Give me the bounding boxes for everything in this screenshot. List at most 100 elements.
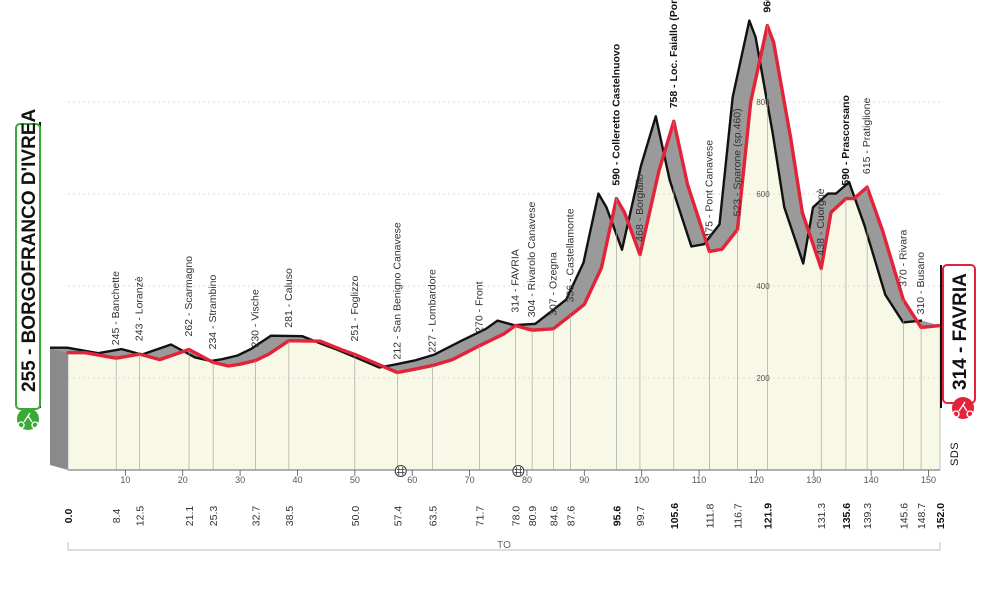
km-marker-label: 8.4 (111, 509, 123, 524)
distance-tick-label: 10 (120, 475, 130, 485)
railway-crossing-icon (512, 465, 525, 477)
waypoint-label: 304 - Rivarolo Canavese (526, 201, 538, 317)
km-marker-label: 38.5 (284, 506, 296, 527)
km-marker-label: 111.8 (704, 503, 716, 528)
altitude-tick-label: 600 (756, 190, 770, 199)
km-marker-label: 0.0 (63, 509, 75, 524)
profile-side-face (50, 347, 68, 470)
profile-back-outline (50, 19, 923, 369)
km-marker-label: 12.5 (135, 506, 147, 527)
km-marker-label: 105.6 (669, 503, 681, 529)
distance-tick-label: 30 (235, 475, 245, 485)
distance-tick-label: 60 (407, 475, 417, 485)
km-marker-label: 25.3 (208, 506, 220, 527)
distance-tick-label: 90 (579, 475, 589, 485)
waypoint-label: 438 - Cuorgnè (815, 188, 827, 255)
waypoint-label: 243 - Loranzè (134, 276, 146, 341)
km-marker-label: 135.6 (841, 503, 853, 529)
profile-shadow-layer (50, 19, 940, 373)
waypoint-label: 758 - Loc. Faiallo (Pont Canavese) (668, 0, 680, 108)
bracket-label: TO (497, 540, 511, 551)
start-marker: 255 - BORGOFRANCO D'IVREA (15, 109, 41, 430)
start-label: 255 - BORGOFRANCO D'IVREA (19, 109, 40, 392)
waypoint-label: 468 - Borgiallo (634, 174, 646, 242)
distance-tick-label: 80 (522, 475, 532, 485)
km-marker-label: 21.1 (184, 506, 196, 527)
distance-tick-label: 40 (292, 475, 302, 485)
km-marker-label: 139.3 (862, 503, 874, 529)
distance-tick-label: 110 (692, 475, 706, 485)
km-marker-label: 148.7 (916, 503, 928, 529)
waypoint-label: 615 - Pratiglione (861, 97, 873, 174)
distance-tick-label: 120 (749, 475, 764, 485)
start-cyclist-icon (17, 408, 39, 430)
waypoint-label: 523 - Sparone (sp.460) (732, 108, 744, 216)
km-marker-label: 95.6 (611, 506, 623, 527)
waypoint-label: 230 - Vische (250, 289, 262, 347)
waypoint-label: 475 - Pont Canavese (703, 140, 715, 239)
km-marker-label: 84.6 (548, 506, 560, 527)
sds-logo: SDS (949, 442, 961, 466)
waypoint-label: 212 - San Benigno Canavese (391, 222, 403, 359)
profile-fill (68, 25, 940, 470)
waypoint-label: 314 - FAVRIA (510, 249, 522, 312)
altitude-tick-label: 400 (756, 282, 770, 291)
altitude-tick-label: 800 (756, 98, 770, 107)
waypoint-labels: 245 - Banchette 243 - Loranzè 262 - Scarma… (110, 0, 927, 360)
km-marker-label: 121.9 (762, 503, 774, 529)
waypoint-label: 590 - Prascorsano (840, 95, 852, 185)
km-marker-labels: 0.0 8.4 12.5 21.1 25.3 32.7 38.5 50.0 57.4 63.5 71… (63, 503, 947, 529)
km-marker-label: 63.5 (427, 506, 439, 527)
waypoint-label: 336 - Castellamonte (565, 208, 577, 302)
waypoint-label: 281 - Caluso (283, 268, 295, 328)
waypoint-label: 227 - Lombardore (426, 269, 438, 353)
km-marker-label: 99.7 (635, 506, 647, 527)
km-marker-label: 116.7 (733, 503, 745, 529)
distance-tick-label: 20 (178, 475, 188, 485)
waypoint-label: 245 - Banchette (110, 271, 122, 345)
railway-track-glyph (396, 467, 405, 475)
waypoint-label: 310 - Busano (915, 252, 927, 315)
km-marker-label: 145.6 (898, 503, 910, 529)
km-marker-label: 32.7 (251, 506, 263, 527)
km-marker-label: 131.3 (816, 503, 828, 529)
elevation-line (66, 23, 942, 375)
km-marker-label: 87.6 (566, 506, 578, 527)
waypoint-label: 234 - Strambino (207, 275, 219, 350)
railway-crossings (394, 465, 525, 477)
finish-marker: 314 - FAVRIA (940, 264, 976, 419)
waypoint-guides (67, 25, 941, 470)
finish-bike-glyph (952, 401, 974, 418)
finish-label: 314 - FAVRIA (950, 273, 971, 390)
km-marker-label: 57.4 (392, 506, 404, 527)
km-marker-label: 71.7 (474, 506, 486, 527)
start-bike-glyph (17, 412, 39, 429)
finish-cyclist-icon (952, 397, 974, 419)
waypoint-label: 251 - Foglizzo (349, 275, 361, 341)
railway-track-glyph (514, 467, 523, 475)
distance-ticks: 10 20 30 40 50 60 70 80 90 100 110 120 130 140 150 (120, 470, 936, 485)
km-marker-label: 152.0 (935, 503, 947, 529)
railway-crossing-icon (394, 465, 407, 477)
km-marker-label: 50.0 (350, 506, 362, 527)
km-marker-label: 78.0 (511, 506, 523, 527)
distance-tick-label: 130 (806, 475, 821, 485)
waypoint-label: 590 - Colleretto Castelnuovo (610, 44, 622, 186)
distance-tick-label: 70 (465, 475, 475, 485)
distance-bracket: TO (67, 540, 941, 551)
waypoint-label: 966 - Alpette (761, 0, 773, 13)
waypoint-label: 307 - Ozegna (547, 252, 559, 316)
altitude-tick-labels: 200 400 600 800 (756, 98, 770, 383)
waypoint-label: 270 - Front (473, 281, 485, 332)
altitude-tick-label: 200 (756, 374, 770, 383)
km-marker-label: 80.9 (527, 506, 539, 527)
waypoint-label: 262 - Scarmagno (183, 256, 195, 337)
distance-tick-label: 140 (864, 475, 879, 485)
distance-tick-label: 100 (634, 475, 649, 485)
distance-tick-label: 150 (921, 475, 936, 485)
waypoint-label: 370 - Rivara (897, 229, 909, 286)
profile-line-layer (66, 23, 942, 375)
bracket-line (67, 542, 941, 551)
distance-tick-label: 50 (350, 475, 360, 485)
